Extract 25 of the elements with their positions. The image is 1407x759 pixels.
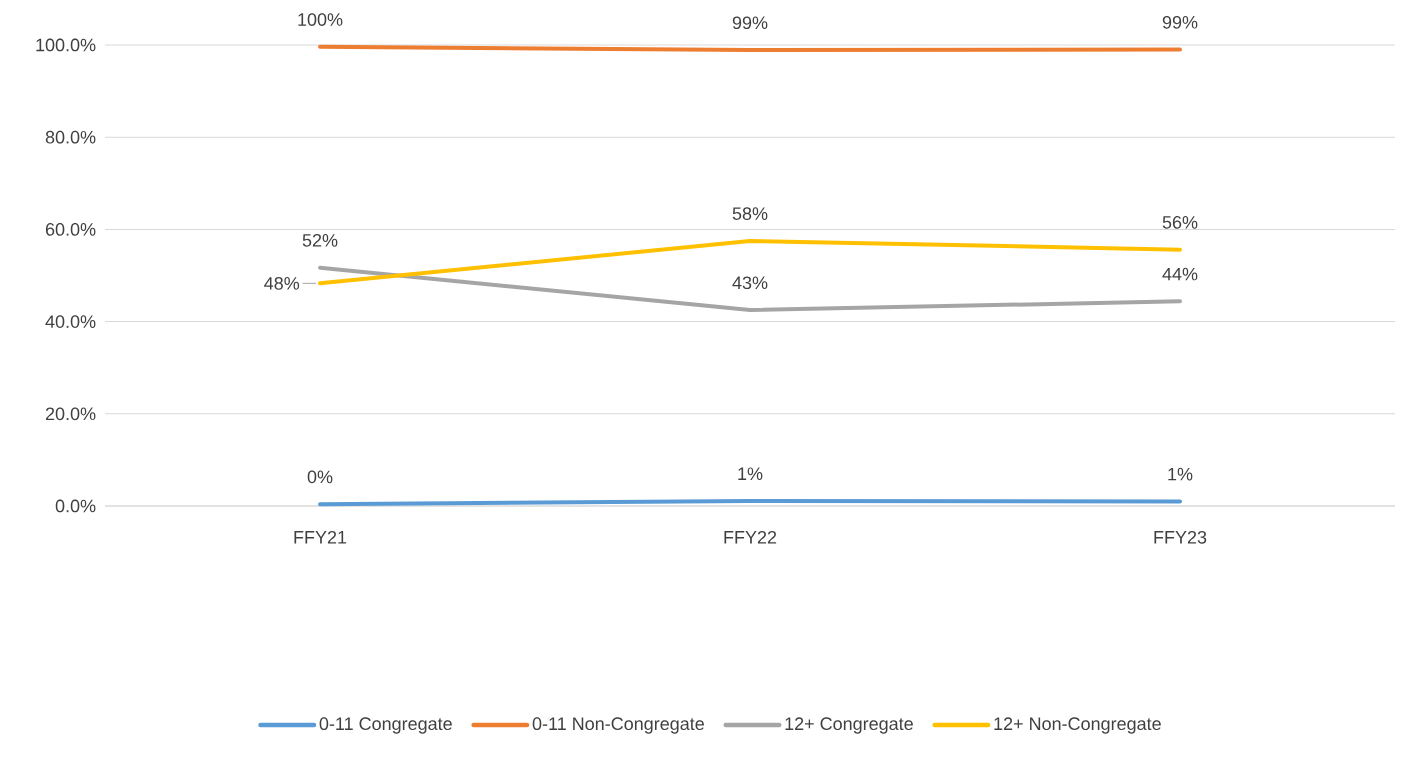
y-tick-label: 40.0%: [45, 315, 96, 328]
legend-label: 12+ Non-Congregate: [994, 717, 1161, 734]
data-label: 44%: [1162, 267, 1198, 281]
data-label: 48%: [264, 276, 300, 290]
y-tick-label: 60.0%: [45, 223, 96, 236]
x-tick-label: FFY21: [294, 530, 347, 544]
y-tick-label: 0.0%: [55, 499, 96, 513]
legend-label: 0-11 Non-Congregate: [532, 717, 704, 734]
legend-label: 0-11 Congregate: [319, 717, 452, 734]
data-label: 100%: [298, 13, 343, 26]
data-label: 52%: [302, 233, 338, 247]
x-tick-label: FFY22: [724, 530, 777, 544]
data-label: 43%: [732, 276, 768, 290]
data-label: 1%: [1168, 467, 1193, 481]
x-tick-label: FFY23: [1154, 530, 1207, 544]
data-label: 58%: [732, 207, 768, 220]
data-label: 99%: [1162, 15, 1198, 29]
y-tick-label: 80.0%: [45, 130, 96, 144]
data-label: 1%: [738, 467, 763, 480]
data-label: 99%: [732, 16, 768, 30]
y-tick-label: 20.0%: [45, 407, 96, 421]
legend-label: 12+ Congregate: [785, 717, 913, 734]
data-label: 0%: [307, 470, 333, 484]
data-label: 56%: [1162, 216, 1198, 229]
y-tick-label: 100.0%: [36, 38, 96, 52]
